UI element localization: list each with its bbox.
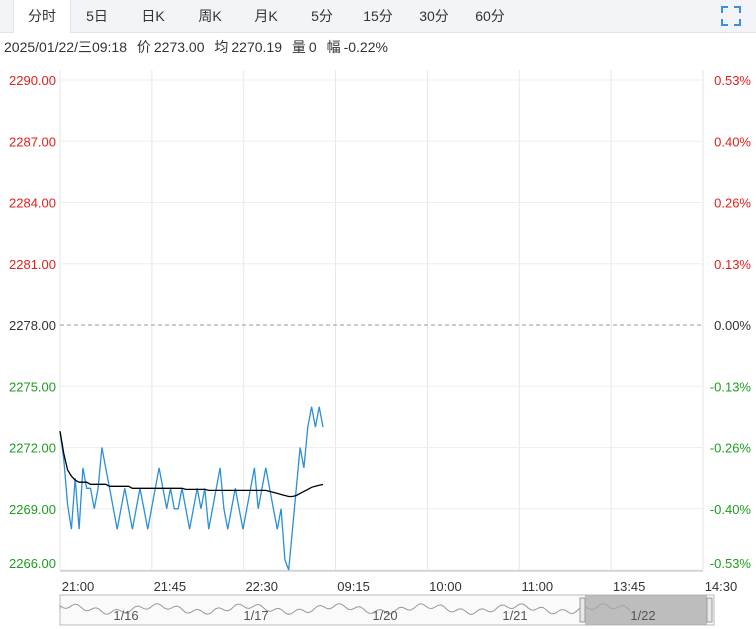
navigator-handle-right [706,597,713,623]
average-price-line [59,431,324,498]
price-label: 价 [136,39,151,55]
pct-tick-label: -0.40% [710,502,752,517]
x-tick-label: 21:00 [62,579,95,594]
y-tick-label: 2266.00 [9,556,56,571]
pct-tick-label: -0.26% [710,441,752,456]
x-tick-label: 22:30 [245,579,278,594]
tab-4[interactable]: 月K [254,8,278,24]
pct-tick-label: 0.53% [714,73,751,88]
navigator-date-label: 1/22 [630,608,655,623]
x-tick-label: 21:45 [154,579,187,594]
volume-value: 0 [308,39,317,55]
quote-datetime: 2025/01/22/三09:18 [4,39,127,55]
pct-tick-label: 0.26% [714,196,751,211]
avg-value: 2270.19 [231,39,282,55]
fullscreen-button[interactable] [720,5,742,27]
change-value: -0.22% [343,39,388,55]
period-tab-bar: 分时 5日 日K 周K 月K 5分 15分 30分 60分 [0,0,756,33]
tab-6[interactable]: 15分 [363,8,393,24]
x-tick-label: 09:15 [337,579,370,594]
y-tick-label: 2269.00 [9,502,56,517]
intraday-chart[interactable]: 2290.00 0.53% 2287.00 0.40% 2284.00 0.26% 2281… [0,60,756,629]
pct-tick-label: -0.13% [710,379,752,394]
pct-tick-label: 0.13% [714,257,751,272]
navigator-trace [59,603,631,616]
volume-label: 量 [291,39,306,55]
tab-0[interactable]: 分时 [13,0,71,33]
y-tick-label: 2281.00 [9,257,56,272]
pct-tick-label: 0.40% [714,134,751,149]
y-tick-label: 2284.00 [9,196,56,211]
y-tick-label: 2272.00 [9,441,56,456]
x-tick-label: 13:45 [613,579,646,594]
y-tick-label: 2290.00 [9,73,56,88]
avg-label: 均 [214,39,229,55]
change-label: 幅 [326,39,341,55]
navigator-date-label: 1/16 [113,608,138,623]
x-tick-label: 11:00 [521,579,553,594]
fullscreen-icon [721,6,741,26]
y-tick-label: 2287.00 [9,134,56,149]
price-value: 2273.00 [153,39,205,55]
pct-tick-label: 0.00% [714,318,751,333]
tab-8[interactable]: 60分 [475,8,505,24]
navigator-handle-left [579,597,586,623]
y-tick-label: 2275.00 [9,379,56,394]
x-tick-label: 10:00 [429,579,462,594]
tab-7[interactable]: 30分 [419,8,449,24]
price-series-line [59,406,324,571]
tab-3[interactable]: 周K [198,8,222,24]
tab-2[interactable]: 日K [141,8,165,24]
tab-1[interactable]: 5日 [86,8,108,24]
navigator-date-label: 1/17 [243,608,268,623]
tab-5[interactable]: 5分 [311,8,333,24]
y-tick-label: 2278.00 [9,318,56,333]
navigator-selection [585,595,707,625]
x-tick-label: 14:30 [705,579,738,594]
navigator-date-label: 1/21 [502,608,527,623]
pct-tick-label: -0.53% [710,556,752,571]
navigator-date-label: 1/20 [372,608,397,623]
